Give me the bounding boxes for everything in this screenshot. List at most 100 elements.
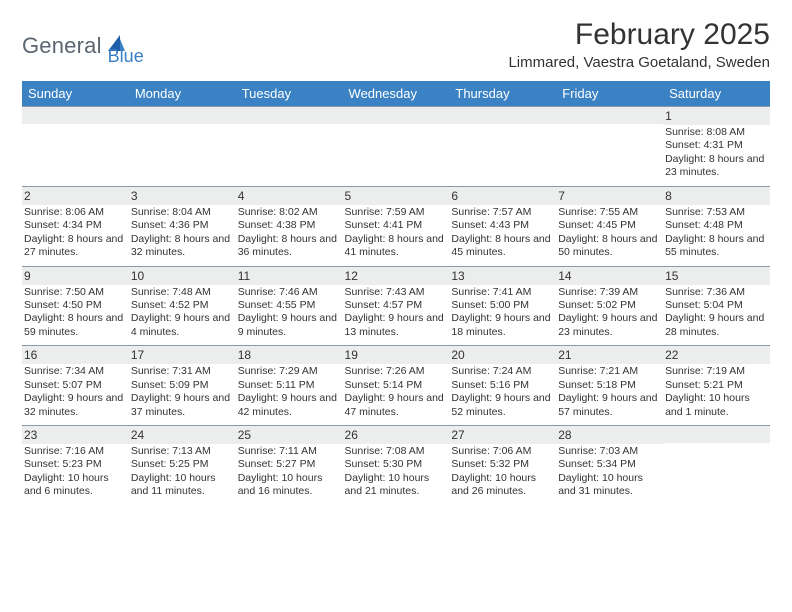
day-details: Sunrise: 7:16 AMSunset: 5:23 PMDaylight:… [22,444,129,505]
day-details [343,124,450,182]
sunset-text: Sunset: 4:50 PM [24,299,125,312]
calendar-day-cell [449,107,556,187]
sunrise-text: Sunrise: 7:16 AM [24,445,125,458]
day-details: Sunrise: 7:43 AMSunset: 4:57 PMDaylight:… [343,285,450,346]
calendar-week-row: 2Sunrise: 8:06 AMSunset: 4:34 PMDaylight… [22,186,770,266]
sunrise-text: Sunrise: 7:26 AM [345,365,446,378]
day-details [236,124,343,182]
daylight-text: Daylight: 10 hours and 1 minute. [665,392,766,419]
sunrise-text: Sunrise: 8:04 AM [131,206,232,219]
sunrise-text: Sunrise: 7:11 AM [238,445,339,458]
sunset-text: Sunset: 4:38 PM [238,219,339,232]
calendar-day-cell: 1Sunrise: 8:08 AMSunset: 4:31 PMDaylight… [663,107,770,187]
calendar-day-cell: 24Sunrise: 7:13 AMSunset: 5:25 PMDayligh… [129,426,236,505]
daylight-text: Daylight: 10 hours and 16 minutes. [238,472,339,499]
day-number: 17 [129,346,236,364]
sunset-text: Sunset: 4:41 PM [345,219,446,232]
calendar-day-cell [663,426,770,505]
day-number: 4 [236,187,343,205]
daylight-text: Daylight: 8 hours and 59 minutes. [24,312,125,339]
calendar-day-cell: 8Sunrise: 7:53 AMSunset: 4:48 PMDaylight… [663,186,770,266]
day-number: 11 [236,267,343,285]
day-number: 27 [449,426,556,444]
calendar-day-cell: 23Sunrise: 7:16 AMSunset: 5:23 PMDayligh… [22,426,129,505]
sunset-text: Sunset: 4:36 PM [131,219,232,232]
calendar-day-cell: 11Sunrise: 7:46 AMSunset: 4:55 PMDayligh… [236,266,343,346]
daylight-text: Daylight: 9 hours and 23 minutes. [558,312,659,339]
dow-tuesday: Tuesday [236,81,343,107]
day-number: 26 [343,426,450,444]
page-title: February 2025 [508,18,770,52]
daylight-text: Daylight: 8 hours and 41 minutes. [345,233,446,260]
daylight-text: Daylight: 9 hours and 28 minutes. [665,312,766,339]
sunset-text: Sunset: 4:57 PM [345,299,446,312]
day-details: Sunrise: 7:57 AMSunset: 4:43 PMDaylight:… [449,205,556,266]
day-details: Sunrise: 7:13 AMSunset: 5:25 PMDaylight:… [129,444,236,505]
sunrise-text: Sunrise: 7:03 AM [558,445,659,458]
day-details: Sunrise: 8:08 AMSunset: 4:31 PMDaylight:… [663,125,770,186]
day-details: Sunrise: 7:55 AMSunset: 4:45 PMDaylight:… [556,205,663,266]
sunrise-text: Sunrise: 7:39 AM [558,286,659,299]
daylight-text: Daylight: 9 hours and 13 minutes. [345,312,446,339]
sunset-text: Sunset: 5:14 PM [345,379,446,392]
sunrise-text: Sunrise: 7:24 AM [451,365,552,378]
day-number: 12 [343,267,450,285]
sunset-text: Sunset: 5:21 PM [665,379,766,392]
sunset-text: Sunset: 4:45 PM [558,219,659,232]
dow-thursday: Thursday [449,81,556,107]
daylight-text: Daylight: 8 hours and 27 minutes. [24,233,125,260]
day-number: 9 [22,267,129,285]
day-number: 13 [449,267,556,285]
day-details: Sunrise: 7:06 AMSunset: 5:32 PMDaylight:… [449,444,556,505]
day-number: 23 [22,426,129,444]
sunset-text: Sunset: 4:31 PM [665,139,766,152]
calendar-day-cell: 6Sunrise: 7:57 AMSunset: 4:43 PMDaylight… [449,186,556,266]
day-details [556,124,663,182]
dow-header-row: Sunday Monday Tuesday Wednesday Thursday… [22,81,770,107]
daylight-text: Daylight: 10 hours and 21 minutes. [345,472,446,499]
day-details [663,443,770,501]
day-number: 15 [663,267,770,285]
day-number: 16 [22,346,129,364]
sunset-text: Sunset: 5:34 PM [558,458,659,471]
calendar-day-cell: 2Sunrise: 8:06 AMSunset: 4:34 PMDaylight… [22,186,129,266]
sunset-text: Sunset: 4:43 PM [451,219,552,232]
calendar-day-cell: 21Sunrise: 7:21 AMSunset: 5:18 PMDayligh… [556,346,663,426]
dow-saturday: Saturday [663,81,770,107]
day-number: 25 [236,426,343,444]
day-number: 14 [556,267,663,285]
day-details [129,124,236,182]
sunrise-text: Sunrise: 8:08 AM [665,126,766,139]
day-details: Sunrise: 7:36 AMSunset: 5:04 PMDaylight:… [663,285,770,346]
day-details: Sunrise: 8:04 AMSunset: 4:36 PMDaylight:… [129,205,236,266]
sunset-text: Sunset: 4:55 PM [238,299,339,312]
calendar-day-cell: 7Sunrise: 7:55 AMSunset: 4:45 PMDaylight… [556,186,663,266]
sunset-text: Sunset: 5:02 PM [558,299,659,312]
sunrise-text: Sunrise: 7:55 AM [558,206,659,219]
calendar-day-cell [343,107,450,187]
sunset-text: Sunset: 4:34 PM [24,219,125,232]
sunset-text: Sunset: 5:23 PM [24,458,125,471]
daylight-text: Daylight: 8 hours and 23 minutes. [665,153,766,180]
day-number [663,426,770,443]
sunset-text: Sunset: 5:00 PM [451,299,552,312]
day-details [449,124,556,182]
sunrise-text: Sunrise: 7:59 AM [345,206,446,219]
day-number: 22 [663,346,770,364]
daylight-text: Daylight: 10 hours and 26 minutes. [451,472,552,499]
calendar-day-cell: 12Sunrise: 7:43 AMSunset: 4:57 PMDayligh… [343,266,450,346]
sunrise-text: Sunrise: 7:31 AM [131,365,232,378]
sunset-text: Sunset: 5:16 PM [451,379,552,392]
day-details: Sunrise: 7:31 AMSunset: 5:09 PMDaylight:… [129,364,236,425]
daylight-text: Daylight: 9 hours and 57 minutes. [558,392,659,419]
day-number: 24 [129,426,236,444]
sunset-text: Sunset: 5:18 PM [558,379,659,392]
day-number: 28 [556,426,663,444]
calendar-day-cell: 22Sunrise: 7:19 AMSunset: 5:21 PMDayligh… [663,346,770,426]
day-number: 18 [236,346,343,364]
calendar-day-cell: 9Sunrise: 7:50 AMSunset: 4:50 PMDaylight… [22,266,129,346]
brand-logo: General Blue [22,24,144,67]
daylight-text: Daylight: 9 hours and 47 minutes. [345,392,446,419]
calendar-week-row: 1Sunrise: 8:08 AMSunset: 4:31 PMDaylight… [22,107,770,187]
calendar-day-cell [556,107,663,187]
